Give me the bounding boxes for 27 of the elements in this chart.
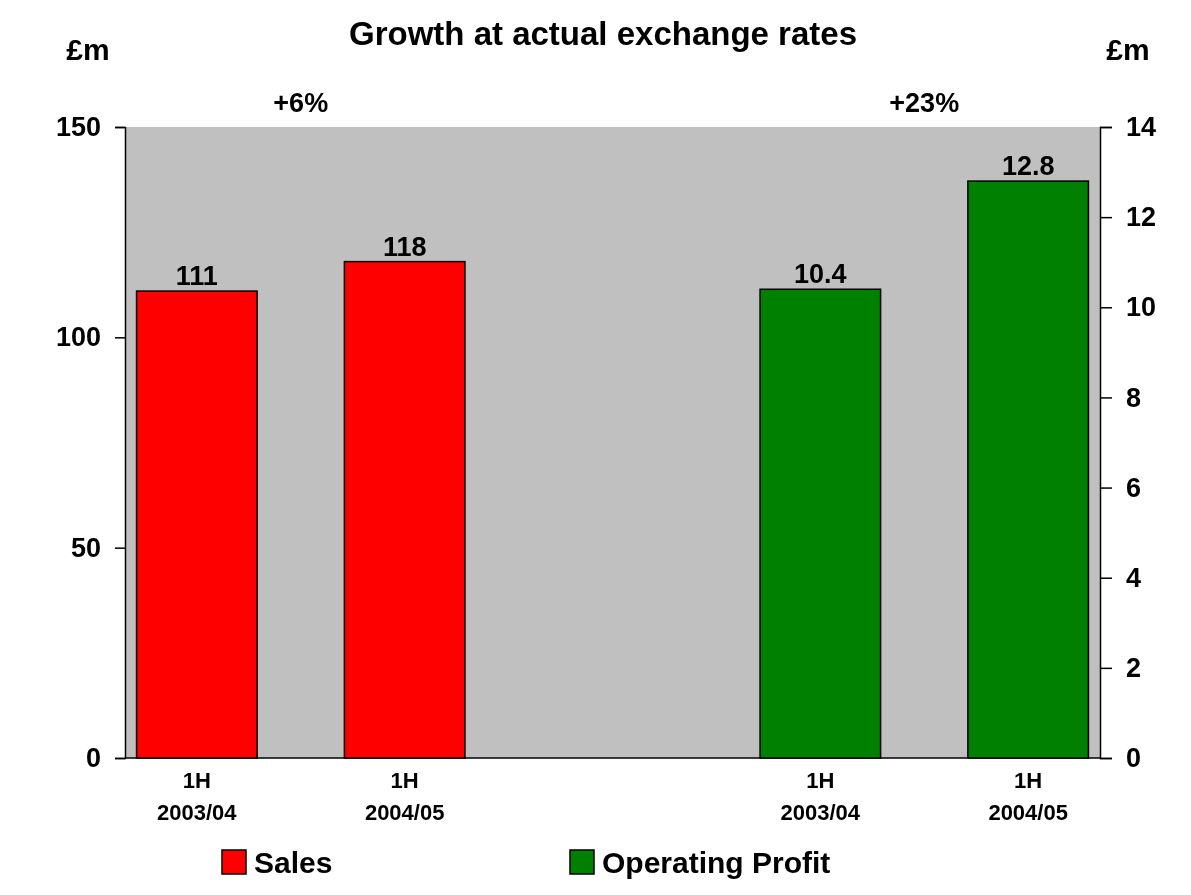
- data-label: 118: [382, 231, 427, 262]
- y-tick-label: 0: [85, 743, 101, 774]
- y2-tick-label: 4: [1126, 562, 1142, 593]
- chart-title: Growth at actual exchange rates: [348, 15, 858, 52]
- y2-tick-label: 2: [1126, 653, 1142, 683]
- data-label: 10.4: [794, 259, 847, 290]
- y2-tick-label: 6: [1126, 472, 1142, 503]
- data-label: 12.8: [1001, 151, 1055, 182]
- x-tick-label: 1H 2003/04: [157, 768, 238, 825]
- x-tick-label: 1H 2004/05: [364, 768, 445, 825]
- legend-label: Operating Profit: [602, 846, 831, 879]
- y2-tick-label: 8: [1126, 382, 1142, 413]
- y2-tick-label: 0: [1126, 743, 1142, 774]
- x-tick-label: 1H 2003/04: [780, 768, 861, 825]
- x-tick-label: 1H 2004/05: [988, 768, 1068, 825]
- y2-tick-label: 12: [1126, 202, 1157, 233]
- y-tick-label: 50: [70, 532, 101, 563]
- text: +23%: [889, 88, 960, 118]
- data-label: 111: [175, 261, 218, 292]
- y2-tick-label: 10: [1126, 292, 1157, 323]
- y2-tick-label: 14: [1126, 112, 1157, 143]
- y-tick-label: 150: [55, 112, 101, 143]
- legend-label: Sales: [254, 846, 333, 879]
- y2-axis-title: £m: [1106, 33, 1150, 66]
- text: +6%: [273, 88, 329, 118]
- y-axis-title: £m: [66, 33, 110, 66]
- y-tick-label: 100: [55, 322, 101, 353]
